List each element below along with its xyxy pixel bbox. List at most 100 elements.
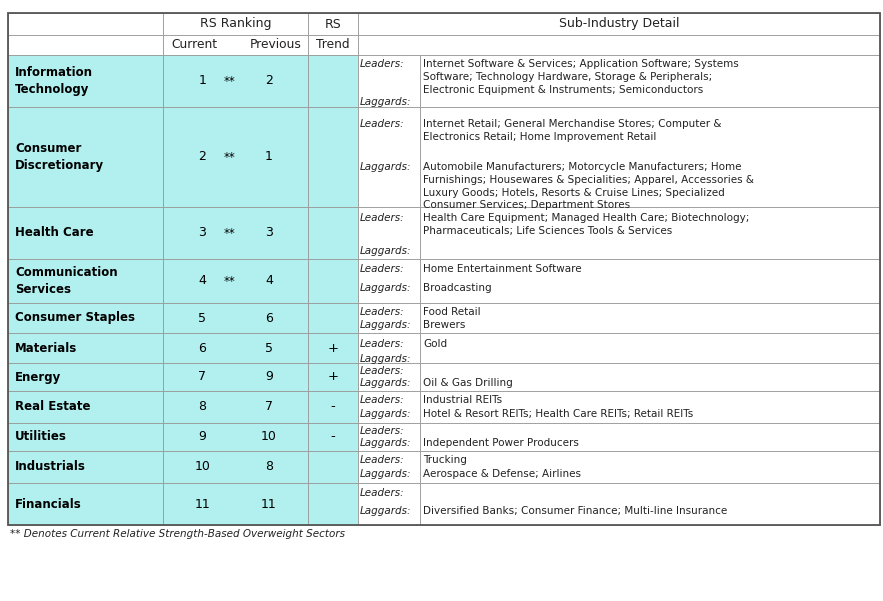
Text: **: ** — [223, 150, 236, 163]
Text: Laggards:: Laggards: — [360, 506, 411, 516]
Bar — [358, 259, 420, 303]
Text: 1: 1 — [198, 75, 206, 88]
Bar — [358, 363, 420, 391]
Text: 3: 3 — [198, 227, 206, 240]
Bar — [163, 363, 308, 391]
Text: Financials: Financials — [15, 498, 82, 510]
Text: Health Care Equipment; Managed Health Care; Biotechnology;
Pharmaceuticals; Life: Health Care Equipment; Managed Health Ca… — [423, 213, 750, 236]
Text: Previous: Previous — [250, 38, 302, 52]
Text: 5: 5 — [265, 341, 273, 355]
Bar — [163, 259, 308, 303]
Bar — [358, 13, 880, 35]
Bar — [308, 35, 358, 55]
Bar — [420, 107, 880, 207]
Bar — [308, 259, 358, 303]
Text: Consumer
Discretionary: Consumer Discretionary — [15, 142, 104, 172]
Bar — [420, 423, 880, 451]
Text: Materials: Materials — [15, 341, 77, 355]
Bar — [420, 55, 880, 107]
Bar — [8, 483, 163, 525]
Text: **: ** — [223, 75, 236, 88]
Text: Leaders:: Leaders: — [360, 264, 404, 274]
Bar — [8, 451, 163, 483]
Text: 2: 2 — [265, 75, 273, 88]
Text: Food Retail: Food Retail — [423, 307, 480, 317]
Text: Real Estate: Real Estate — [15, 400, 90, 413]
Text: Gold: Gold — [423, 339, 447, 349]
Text: Laggards:: Laggards: — [360, 246, 411, 256]
Text: Laggards:: Laggards: — [360, 162, 411, 172]
Bar — [420, 207, 880, 259]
Text: 4: 4 — [198, 275, 206, 287]
Text: -: - — [330, 400, 336, 413]
Text: Laggards:: Laggards: — [360, 409, 411, 419]
Bar — [8, 423, 163, 451]
Bar — [358, 451, 420, 483]
Text: Information
Technology: Information Technology — [15, 66, 93, 96]
Bar — [358, 55, 420, 107]
Bar — [8, 55, 163, 107]
Text: Health Care: Health Care — [15, 227, 94, 240]
Bar — [420, 333, 880, 363]
Bar — [163, 107, 308, 207]
Text: Leaders:: Leaders: — [360, 307, 404, 317]
Text: 2: 2 — [198, 150, 206, 163]
Text: 11: 11 — [194, 498, 210, 510]
Text: ** Denotes Current Relative Strength-Based Overweight Sectors: ** Denotes Current Relative Strength-Bas… — [10, 529, 345, 539]
Text: 10: 10 — [260, 430, 276, 444]
Text: Leaders:: Leaders: — [360, 119, 404, 129]
Text: 9: 9 — [198, 430, 206, 444]
Bar — [308, 451, 358, 483]
Text: Automobile Manufacturers; Motorcycle Manufacturers; Home
Furnishings; Housewares: Automobile Manufacturers; Motorcycle Man… — [423, 162, 754, 210]
Bar — [358, 303, 420, 333]
Text: 3: 3 — [265, 227, 273, 240]
Bar — [308, 303, 358, 333]
Text: Internet Retail; General Merchandise Stores; Computer &
Electronics Retail; Home: Internet Retail; General Merchandise Sto… — [423, 119, 721, 142]
Bar — [308, 333, 358, 363]
Bar — [163, 35, 308, 55]
Text: 9: 9 — [265, 370, 273, 383]
Bar — [420, 483, 880, 525]
Text: Leaders:: Leaders: — [360, 59, 404, 69]
Bar — [163, 303, 308, 333]
Bar — [163, 423, 308, 451]
Text: RS: RS — [325, 17, 342, 31]
Text: Consumer Staples: Consumer Staples — [15, 311, 135, 325]
Bar — [8, 207, 163, 259]
Text: Energy: Energy — [15, 370, 61, 383]
Bar — [308, 107, 358, 207]
Bar — [8, 303, 163, 333]
Bar — [163, 207, 308, 259]
Bar — [308, 363, 358, 391]
Bar — [420, 259, 880, 303]
Text: Laggards:: Laggards: — [360, 469, 411, 478]
Bar — [163, 483, 308, 525]
Text: Home Entertainment Software: Home Entertainment Software — [423, 264, 582, 274]
Text: 6: 6 — [265, 311, 273, 325]
Text: Internet Software & Services; Application Software; Systems
Software; Technology: Internet Software & Services; Applicatio… — [423, 59, 739, 95]
Text: Laggards:: Laggards: — [360, 438, 411, 448]
Text: +: + — [328, 341, 338, 355]
Bar — [308, 207, 358, 259]
Text: RS Ranking: RS Ranking — [200, 17, 271, 31]
Text: +: + — [328, 370, 338, 383]
Bar — [8, 391, 163, 423]
Bar — [308, 483, 358, 525]
Bar — [420, 451, 880, 483]
Bar — [420, 303, 880, 333]
Text: 8: 8 — [265, 460, 273, 474]
Bar — [163, 55, 308, 107]
Text: 4: 4 — [265, 275, 273, 287]
Text: 7: 7 — [198, 370, 206, 383]
Bar — [420, 363, 880, 391]
Text: Leaders:: Leaders: — [360, 367, 404, 376]
Text: Laggards:: Laggards: — [360, 379, 411, 388]
Text: 10: 10 — [194, 460, 210, 474]
Bar — [358, 107, 420, 207]
Bar — [358, 35, 880, 55]
Text: 11: 11 — [261, 498, 276, 510]
Bar — [308, 55, 358, 107]
Bar — [358, 207, 420, 259]
Bar — [358, 391, 420, 423]
Bar — [163, 13, 308, 35]
